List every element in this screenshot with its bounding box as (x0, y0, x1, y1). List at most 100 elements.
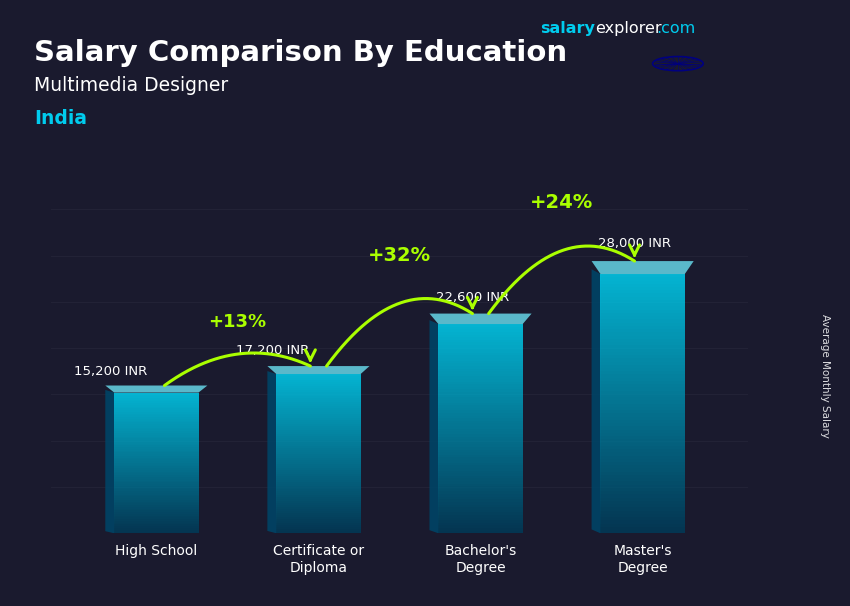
Bar (600, 524, 685, 527)
Bar (600, 459, 685, 462)
Bar (600, 319, 685, 322)
Bar (600, 521, 685, 524)
Bar (439, 418, 523, 421)
Bar (439, 486, 523, 489)
Bar (439, 502, 523, 505)
Bar (114, 461, 199, 463)
Bar (600, 456, 685, 459)
Bar (600, 465, 685, 468)
Bar (600, 371, 685, 375)
Bar (439, 387, 523, 390)
Bar (600, 358, 685, 362)
Bar (439, 356, 523, 358)
Bar (114, 412, 199, 414)
Text: 22,600 INR: 22,600 INR (436, 291, 509, 304)
Bar (276, 478, 360, 479)
Bar (600, 278, 685, 281)
Bar (439, 374, 523, 376)
Bar (114, 454, 199, 456)
Bar (439, 465, 523, 468)
Bar (276, 420, 360, 422)
Bar (600, 527, 685, 530)
Bar (276, 464, 360, 465)
Bar (276, 376, 360, 378)
Bar (600, 401, 685, 404)
Bar (439, 512, 523, 515)
Bar (600, 530, 685, 533)
Bar (439, 392, 523, 395)
Bar (600, 290, 685, 293)
Bar (114, 491, 199, 493)
Bar (276, 412, 360, 414)
Bar (114, 496, 199, 498)
Bar (439, 421, 523, 424)
Bar (439, 510, 523, 512)
Bar (600, 410, 685, 413)
Bar (600, 287, 685, 290)
Bar (276, 470, 360, 471)
Bar (600, 397, 685, 401)
Bar (276, 456, 360, 458)
Bar (114, 447, 199, 449)
Bar (114, 482, 199, 484)
Text: 28,000 INR: 28,000 INR (598, 237, 671, 250)
Bar (114, 507, 199, 508)
Bar (439, 324, 523, 327)
Bar (114, 484, 199, 486)
Bar (114, 481, 199, 482)
Bar (600, 462, 685, 465)
Bar (600, 345, 685, 348)
Bar (114, 471, 199, 473)
Bar (439, 353, 523, 356)
Bar (276, 384, 360, 386)
Bar (439, 410, 523, 413)
Bar (276, 524, 360, 525)
Bar (276, 465, 360, 468)
Bar (600, 284, 685, 287)
Bar (600, 514, 685, 517)
Bar (439, 428, 523, 431)
Bar (114, 395, 199, 396)
Bar (114, 524, 199, 526)
Bar (600, 368, 685, 371)
Bar (600, 387, 685, 391)
Bar (600, 494, 685, 498)
Bar (276, 396, 360, 398)
Bar (114, 470, 199, 471)
Bar (600, 507, 685, 511)
Bar (439, 335, 523, 337)
Bar (114, 488, 199, 489)
Bar (114, 459, 199, 461)
Bar (276, 426, 360, 428)
Bar (439, 450, 523, 452)
Polygon shape (268, 366, 370, 374)
Bar (276, 518, 360, 519)
Bar (276, 501, 360, 504)
Bar (276, 438, 360, 440)
Bar (600, 362, 685, 365)
Bar (600, 442, 685, 446)
Bar (439, 384, 523, 387)
Bar (600, 375, 685, 378)
Bar (600, 391, 685, 394)
Bar (276, 527, 360, 529)
Bar (439, 337, 523, 340)
Bar (276, 406, 360, 408)
Bar (439, 444, 523, 447)
Bar (600, 498, 685, 501)
Bar (276, 510, 360, 511)
Bar (439, 520, 523, 523)
Bar (276, 531, 360, 533)
Bar (439, 416, 523, 418)
Bar (114, 489, 199, 491)
Bar (114, 508, 199, 510)
Bar (276, 444, 360, 445)
Bar (114, 401, 199, 403)
Bar (114, 456, 199, 458)
Bar (600, 313, 685, 316)
Bar (276, 482, 360, 484)
Bar (276, 507, 360, 510)
Bar (600, 274, 685, 278)
Bar (439, 481, 523, 484)
Bar (276, 479, 360, 482)
